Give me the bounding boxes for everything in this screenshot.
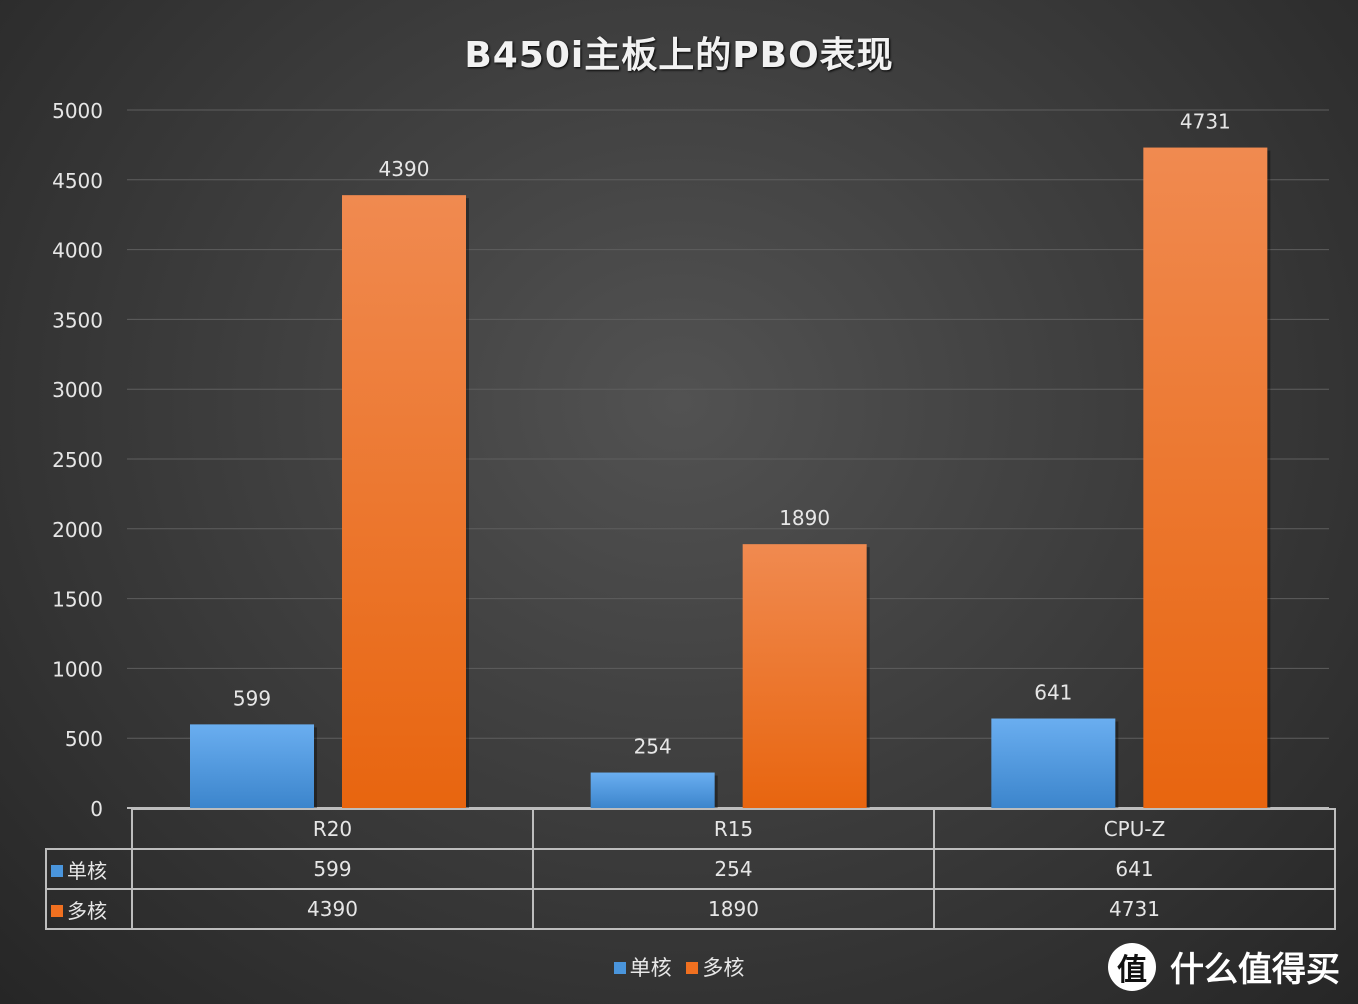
watermark-text: 什么值得买 [1170, 950, 1340, 990]
y-tick-label: 1500 [52, 588, 103, 612]
legend-label: 多核 [702, 956, 745, 980]
data-label: 599 [233, 686, 271, 710]
bar-多核-R20 [342, 195, 466, 808]
data-label: 641 [1034, 681, 1072, 705]
data-label: 4390 [379, 157, 430, 181]
data-table: R20 R15 CPU-Z 单核 599 254 641 多核 4390 189… [45, 808, 1336, 930]
table-row: 单核 599 254 641 [45, 848, 1336, 890]
legend-swatch [686, 962, 699, 974]
table-cell: 254 [532, 848, 935, 890]
y-tick-label: 5000 [52, 99, 103, 123]
bar-多核-CPU-Z [1143, 147, 1268, 809]
legend-label: 单核 [629, 956, 672, 980]
table-cell: 4390 [131, 888, 534, 930]
series-swatch [51, 904, 63, 917]
bar-单核-R15 [590, 772, 715, 808]
bar-多核-R15 [742, 544, 867, 808]
y-tick-label: 4500 [52, 169, 103, 193]
data-label: 4731 [1180, 110, 1231, 134]
y-tick-label: 3000 [52, 378, 103, 402]
table-cell: 1890 [532, 888, 935, 930]
legend: 单核 多核 [0, 952, 1358, 982]
y-tick-label: 4000 [52, 239, 103, 263]
y-tick-label: 2500 [52, 448, 103, 472]
y-tick-label: 2000 [52, 518, 103, 542]
bar-单核-R20 [190, 724, 314, 808]
table-row: 多核 4390 1890 4731 [45, 888, 1336, 930]
series-label: 单核 [67, 858, 107, 883]
watermark: 值 什么值得买 [1108, 942, 1340, 991]
y-tick-label: 500 [65, 727, 103, 751]
table-category: R15 [532, 808, 935, 850]
bar-单核-CPU-Z [991, 718, 1116, 808]
legend-swatch [613, 962, 626, 974]
y-tick-label: 3500 [52, 308, 103, 332]
table-cell: 599 [131, 848, 534, 890]
y-tick-label: 0 [90, 797, 103, 821]
watermark-logo: 值 [1108, 942, 1156, 991]
table-category: CPU-Z [933, 808, 1336, 850]
data-label: 254 [634, 735, 672, 759]
data-label: 1890 [779, 506, 830, 530]
table-category: R20 [131, 808, 534, 850]
table-cell: 641 [933, 848, 1336, 890]
y-tick-label: 1000 [52, 657, 103, 681]
series-swatch [51, 864, 63, 877]
table-cell: 4731 [933, 888, 1336, 930]
chart-title: B450i主板上的PBO表现 [464, 35, 894, 76]
series-label: 多核 [67, 898, 107, 923]
